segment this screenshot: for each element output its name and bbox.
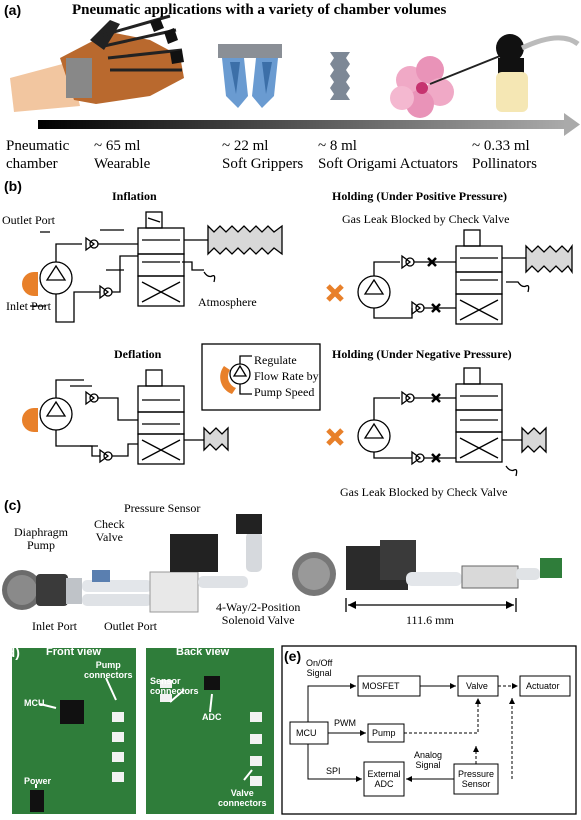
spi-label: SPI [326,766,341,776]
adc-photo-label: ADC [202,712,222,722]
analog-signal-label: Analog Signal [414,750,443,770]
panel-c-letter: (c) [4,497,22,513]
wearable-glove-image [10,14,184,112]
inflation-title: Inflation [112,189,157,203]
power-label: Power [24,776,52,786]
axis-start-label: Pneumatic chamber [6,138,70,172]
inlet-port-photo-label: Inlet Port [32,619,77,633]
holding-positive-title: Holding (Under Positive Pressure) [332,189,507,203]
origami-actuator-image [330,52,350,100]
pressure-sensor-image [236,514,262,534]
atmosphere-label: Atmosphere [198,295,257,309]
gas-leak-bottom-label: Gas Leak Blocked by Check Valve [340,485,508,499]
valve-block: Valve [466,681,488,691]
item-wearable: ~ 65 ml Wearable [94,138,151,172]
pump-connectors-label: Pump connectors [84,660,133,680]
mosfet-block: MOSFET [362,681,400,691]
pcb-back-image [146,648,274,814]
legend-text: Regulate Flow Rate by Pump Speed [254,353,319,399]
panel-d-letter: (d) [2,644,20,660]
holding-negative-title: Holding (Under Negative Pressure) [332,347,512,361]
actuator-block: Actuator [526,681,560,691]
pwm-label: PWM [334,718,356,728]
sensor-connectors-label: Sensor connectors [150,676,199,696]
check-valve-label: Check Valve [94,517,125,544]
panel-e-letter: (e) [284,648,302,664]
length-label: 111.6 mm [406,613,454,627]
valve-connectors-label: Valve connectors [218,788,267,808]
panel-a-letter: (a) [4,2,22,18]
pump-image [36,574,68,606]
outlet-port-photo-label: Outlet Port [104,619,157,633]
gas-leak-top-label: Gas Leak Blocked by Check Valve [342,212,510,226]
item-pollinators: ~ 0.33 ml Pollinators [472,138,538,172]
diaphragm-pump-label: Diaphragm Pump [14,525,68,552]
pump-block: Pump [372,728,396,738]
pollinator-device-image [496,34,580,112]
mcu-photo-label: MCU [24,698,45,708]
pressure-sensor-label: Pressure Sensor [124,501,201,515]
pcb-front-image [12,648,136,814]
inlet-port-label: Inlet Port [6,299,51,313]
panel-a-title: Pneumatic applications with a variety of… [72,2,447,18]
solenoid-image [170,534,218,572]
on-off-signal-label: On/Off Signal [306,658,333,678]
external-adc-block: External ADC [367,769,401,789]
mcu-block: MCU [296,728,317,738]
panel-b-letter: (b) [4,178,22,194]
soft-gripper-image [218,44,282,108]
deflation-title: Deflation [114,347,162,361]
item-grippers: ~ 22 ml Soft Grippers [222,138,304,172]
pressure-sensor-block: Pressure Sensor [457,769,494,789]
pollinator-flower-image [390,55,501,118]
front-view-title: Front view [46,646,102,658]
volume-gradient-arrow [38,120,566,129]
outlet-port-label: Outlet Port [2,213,55,227]
back-view-title: Back view [176,646,230,658]
solenoid-valve-label: 4-Way/2-Position Solenoid Valve [216,600,301,627]
item-origami: ~ 8 ml Soft Origami Actuators [318,138,458,172]
